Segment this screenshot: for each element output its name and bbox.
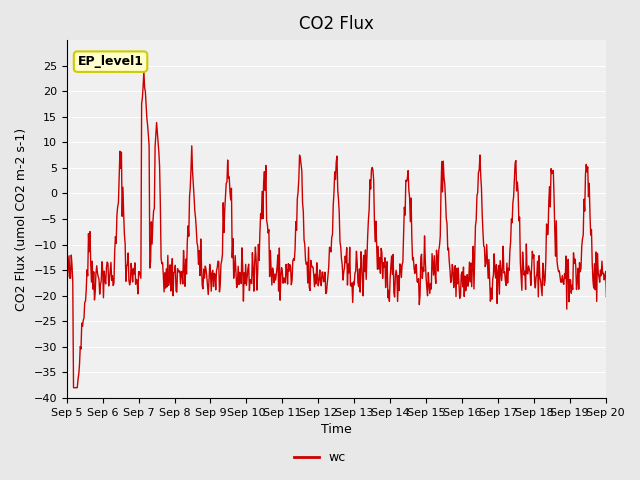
Title: CO2 Flux: CO2 Flux	[299, 15, 374, 33]
Text: EP_level1: EP_level1	[77, 55, 143, 68]
Y-axis label: CO2 Flux (umol CO2 m-2 s-1): CO2 Flux (umol CO2 m-2 s-1)	[15, 128, 28, 311]
Legend: wc: wc	[289, 446, 351, 469]
X-axis label: Time: Time	[321, 423, 351, 436]
